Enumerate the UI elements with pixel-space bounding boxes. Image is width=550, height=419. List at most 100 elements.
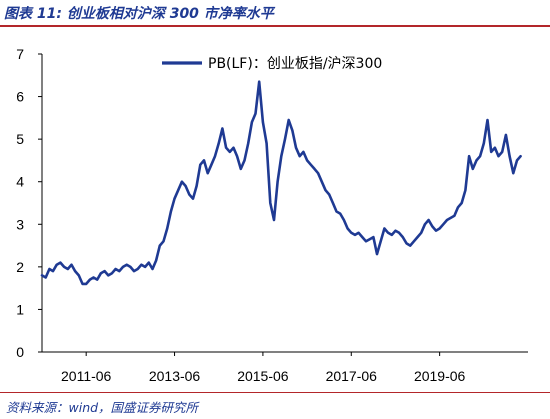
data-point xyxy=(59,262,62,264)
data-point xyxy=(335,210,338,213)
data-point xyxy=(45,276,47,279)
data-point xyxy=(196,185,198,187)
data-point xyxy=(450,217,452,219)
data-point xyxy=(483,142,485,144)
data-point xyxy=(107,274,109,276)
data-point xyxy=(56,264,58,266)
data-point xyxy=(365,240,367,242)
data-point xyxy=(266,142,268,144)
data-point xyxy=(104,270,106,272)
data-point xyxy=(288,119,290,121)
data-point xyxy=(243,159,246,161)
data-point xyxy=(100,272,102,274)
data-point xyxy=(203,159,205,161)
y-tick-label: 7 xyxy=(16,46,24,62)
data-point xyxy=(339,213,341,215)
data-point xyxy=(185,185,187,187)
x-tick-label: 2017-06 xyxy=(326,368,378,384)
data-point xyxy=(133,270,135,272)
data-point xyxy=(354,234,356,236)
data-point xyxy=(144,266,146,268)
data-point xyxy=(343,219,345,221)
x-tick-label: 2015-06 xyxy=(237,368,289,384)
data-point xyxy=(218,142,220,144)
y-tick-label: 2 xyxy=(16,259,24,275)
data-point xyxy=(126,264,128,266)
data-point xyxy=(254,113,257,115)
data-point xyxy=(115,268,117,270)
y-tick-label: 4 xyxy=(16,174,24,190)
data-point xyxy=(387,232,389,234)
data-point xyxy=(398,232,400,234)
data-point xyxy=(509,155,511,157)
data-point xyxy=(192,198,194,200)
data-point xyxy=(74,270,76,272)
y-tick-label: 1 xyxy=(16,301,24,317)
data-point xyxy=(420,232,422,234)
data-point xyxy=(291,130,293,132)
data-point xyxy=(490,151,492,153)
plot-area xyxy=(40,80,522,286)
data-point xyxy=(85,283,87,285)
data-point xyxy=(317,172,319,174)
data-point xyxy=(413,240,415,242)
data-point xyxy=(118,270,120,272)
y-tick-label: 6 xyxy=(16,89,24,105)
data-point xyxy=(207,172,209,174)
data-point xyxy=(472,168,474,170)
data-point xyxy=(324,189,327,191)
legend: PB(LF)：创业板指/沪深300 xyxy=(162,56,382,72)
data-point xyxy=(497,155,500,157)
data-point xyxy=(151,268,154,270)
data-point xyxy=(328,193,330,196)
data-point xyxy=(258,81,260,83)
data-point xyxy=(369,238,371,240)
data-point xyxy=(431,225,433,227)
data-point xyxy=(409,245,411,247)
y-tick-label: 0 xyxy=(16,344,24,360)
data-point xyxy=(394,230,397,232)
data-point xyxy=(214,155,216,157)
data-point xyxy=(516,159,518,161)
data-point xyxy=(232,147,235,149)
data-point xyxy=(380,240,382,242)
data-point xyxy=(306,159,308,161)
x-tick-label: 2011-06 xyxy=(61,368,112,384)
data-point xyxy=(273,219,275,221)
data-point xyxy=(405,242,408,244)
data-point xyxy=(166,227,168,230)
data-point xyxy=(52,270,54,272)
data-point xyxy=(225,147,227,149)
data-point xyxy=(173,198,176,200)
data-point xyxy=(442,223,444,225)
data-point xyxy=(302,151,304,153)
data-point xyxy=(89,279,91,281)
data-point xyxy=(251,121,253,123)
data-point xyxy=(48,268,51,270)
data-point xyxy=(358,232,360,234)
data-point xyxy=(41,274,43,276)
data-point xyxy=(148,262,150,264)
data-point xyxy=(310,164,312,166)
data-point xyxy=(505,134,507,136)
axes: 0 1 2 3 4 5 6 7 2011-06 2013-06 2015-06 2017-06 2019… xyxy=(16,46,528,384)
data-point xyxy=(162,240,165,242)
x-tick-label: 2013-06 xyxy=(149,368,201,384)
line-chart: 0 1 2 3 4 5 6 7 2011-06 2013-06 2015-06 2017-06 2019… xyxy=(16,46,528,384)
data-point xyxy=(520,155,522,157)
figure-title: 图表 11: 创业板相对沪深 300 市净率水平 xyxy=(4,6,274,22)
data-point xyxy=(210,164,212,166)
data-point xyxy=(247,142,249,144)
data-point xyxy=(159,245,161,247)
data-point xyxy=(262,121,264,123)
data-point xyxy=(199,164,201,166)
data-point xyxy=(122,266,124,268)
data-point xyxy=(372,236,374,238)
data-point xyxy=(461,202,463,204)
data-point xyxy=(439,227,441,230)
data-point xyxy=(140,264,142,266)
data-point xyxy=(361,236,363,238)
data-point xyxy=(269,202,271,204)
data-point xyxy=(284,138,286,140)
data-point xyxy=(486,119,489,121)
